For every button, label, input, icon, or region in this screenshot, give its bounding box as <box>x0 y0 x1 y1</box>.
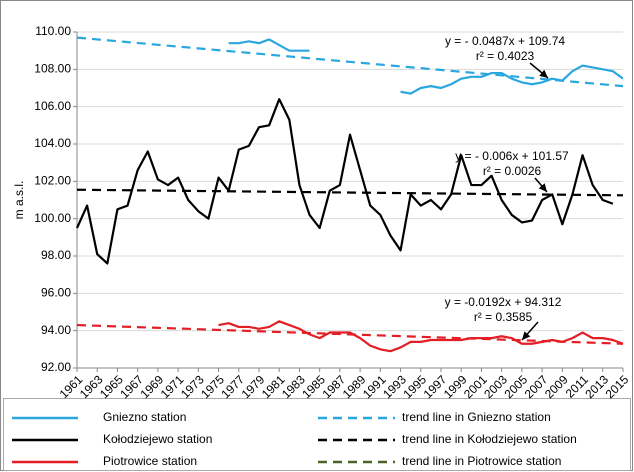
y-tick-label: 98.00 <box>41 248 71 262</box>
arrow-head <box>522 331 531 340</box>
legend-label: Kołodziejewo station <box>103 432 212 446</box>
trend-line <box>76 188 624 197</box>
trend-annotation: r² = 0.0026 <box>483 164 542 178</box>
y-tick-label: 104.00 <box>34 136 71 150</box>
y-tick-label: 106.00 <box>34 99 71 113</box>
trend-annotation: r² = 0.3585 <box>474 310 533 324</box>
y-tick-label: 108.00 <box>34 62 71 76</box>
y-tick-label: 100.00 <box>34 211 71 225</box>
legend-label: trend line in Gniezno station <box>402 410 551 424</box>
series-line <box>228 38 624 95</box>
y-tick-label: 110.00 <box>35 24 71 38</box>
trend-annotation: y = - 0.0487x + 109.74 <box>445 34 565 48</box>
legend-label: trend line in Piotrowice station <box>402 454 561 468</box>
trend-line <box>76 36 624 88</box>
series-line <box>75 98 614 265</box>
trend-line <box>76 323 624 345</box>
y-tick-label: 96.00 <box>41 286 71 300</box>
y-axis-label: m a.s.l. <box>12 181 26 220</box>
arrow-head <box>539 69 548 78</box>
y-tick-label: 92.00 <box>41 360 71 374</box>
arrow-head <box>538 183 547 192</box>
legend-label: trend line in Kołodziejewo station <box>402 432 577 446</box>
series-line <box>218 320 624 353</box>
legend-label: Gniezno station <box>103 410 186 424</box>
trend-annotation: r² = 0.4023 <box>476 49 535 63</box>
trend-annotation: y = - 0.006x + 101.57 <box>455 149 569 163</box>
y-tick-label: 94.00 <box>41 323 71 337</box>
legend-label: Piotrowice station <box>103 454 197 468</box>
trend-annotation: y = -0.0192x + 94.312 <box>445 295 562 309</box>
y-tick-label: 102.00 <box>34 174 71 188</box>
legend-box <box>3 398 631 471</box>
